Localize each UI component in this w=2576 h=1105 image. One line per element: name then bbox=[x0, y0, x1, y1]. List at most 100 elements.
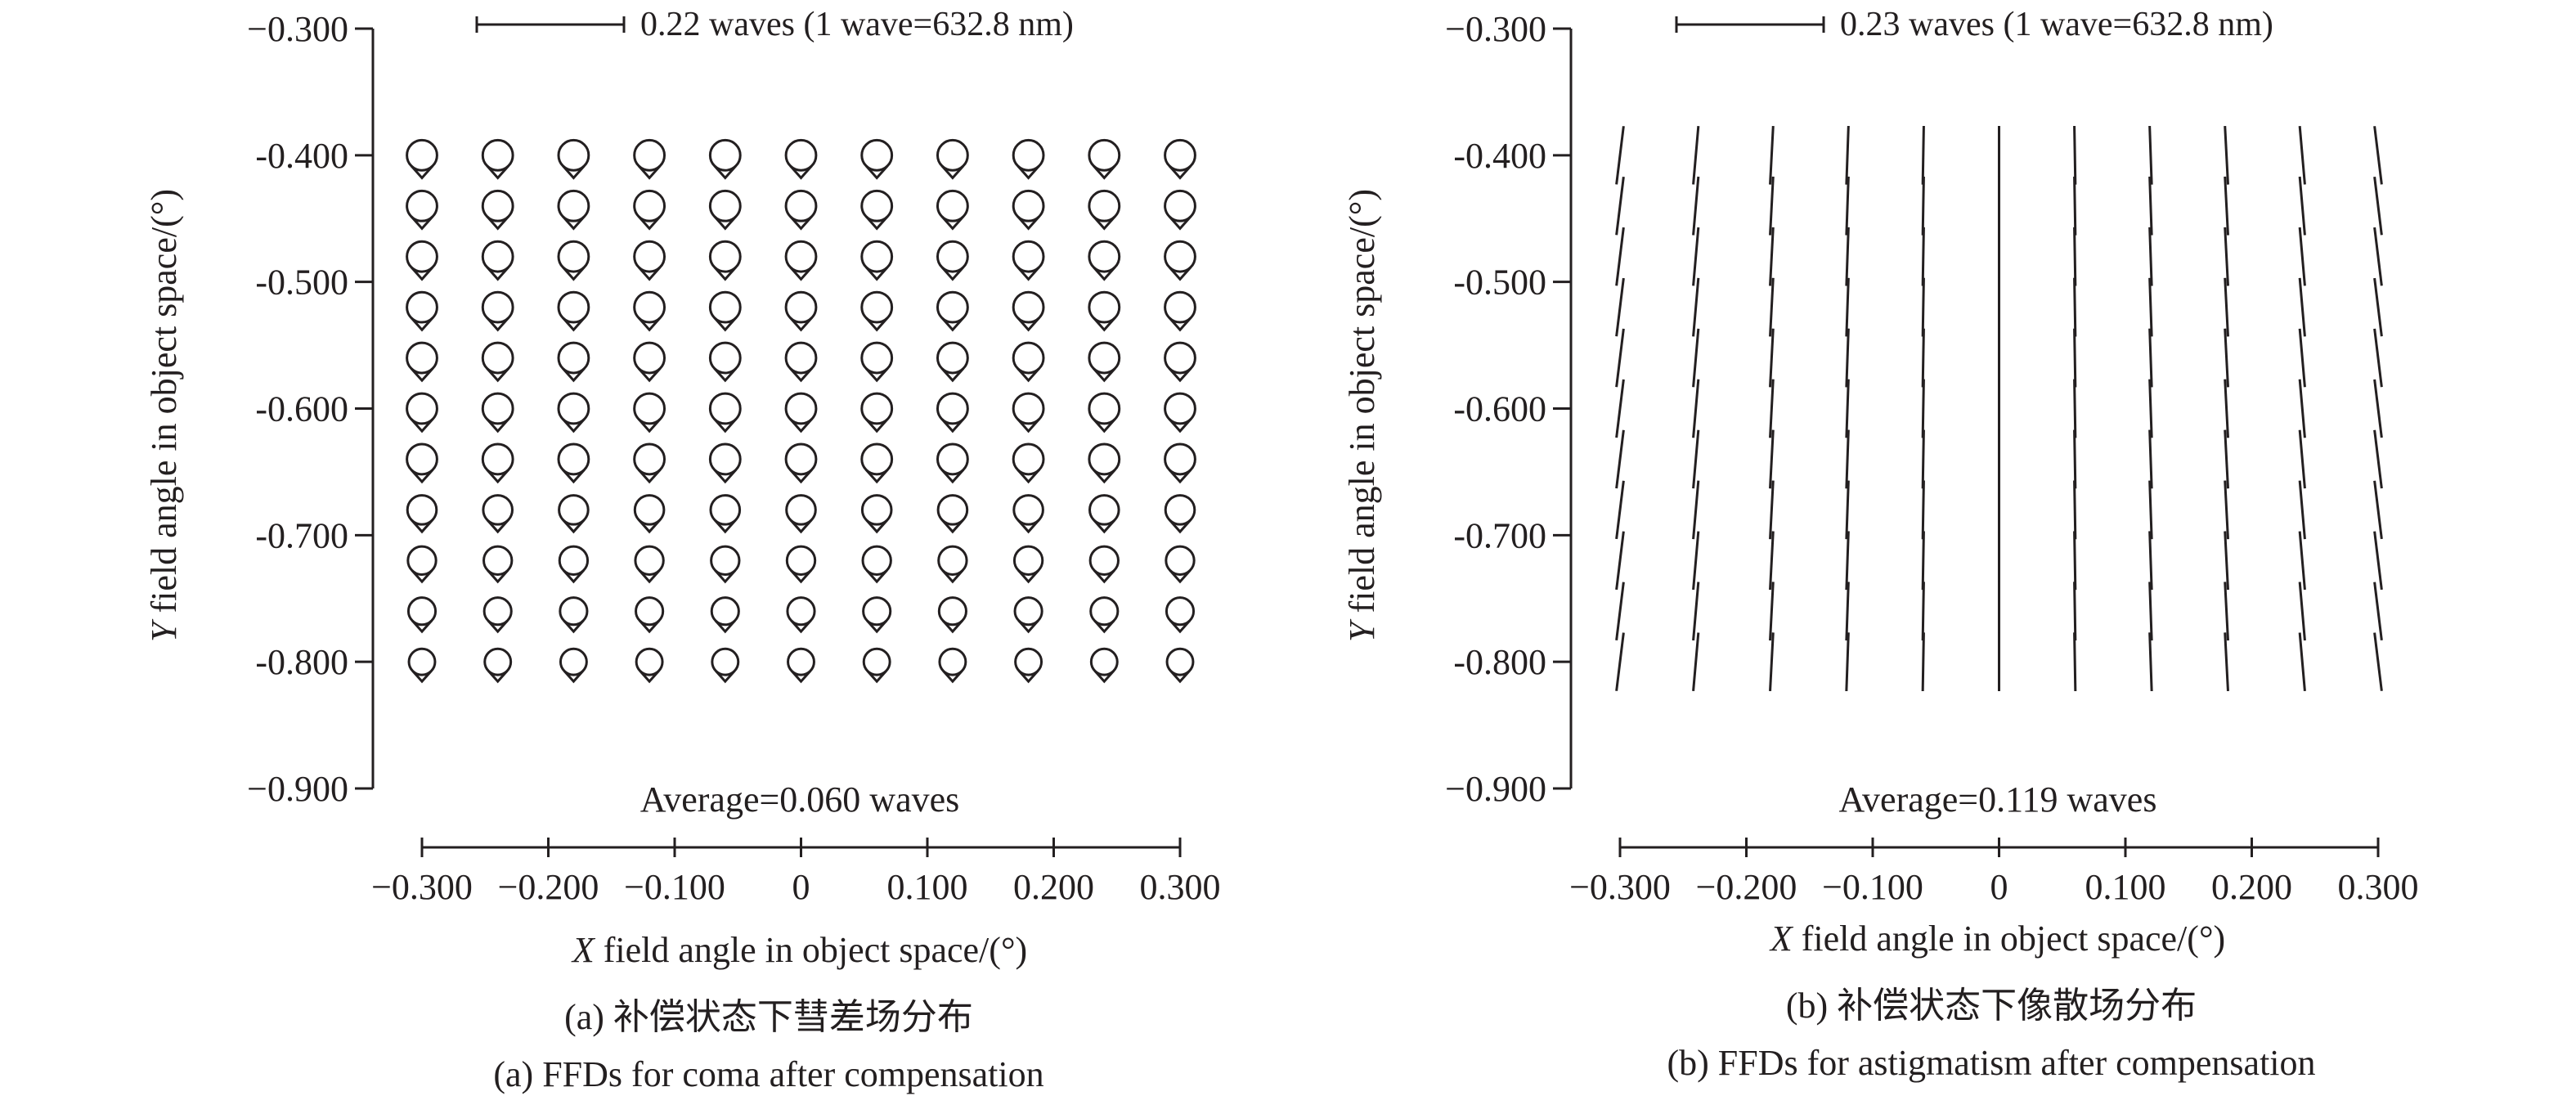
coma-marker bbox=[936, 189, 969, 231]
coma-marker-tail bbox=[1169, 670, 1191, 684]
astigmatism-marker bbox=[2373, 379, 2383, 438]
coma-marker-tail bbox=[486, 317, 509, 332]
coma-marker-circle bbox=[1088, 138, 1121, 172]
coma-marker-tail bbox=[637, 317, 662, 332]
coma-marker-tail bbox=[789, 367, 813, 383]
astigmatism-marker bbox=[2148, 227, 2153, 286]
coma-marker-tail bbox=[410, 215, 434, 231]
y-tick-label: -0.400 bbox=[1453, 136, 1546, 176]
coma-marker bbox=[557, 442, 590, 484]
coma-marker-circle bbox=[406, 138, 438, 172]
coma-marker-circle bbox=[635, 596, 665, 627]
astigmatism-marker bbox=[2073, 277, 2077, 337]
coma-marker bbox=[784, 189, 818, 231]
coma-marker-tail bbox=[1168, 418, 1192, 433]
coma-marker-tail bbox=[486, 469, 509, 484]
coma-marker bbox=[860, 290, 894, 332]
astigmatism-marker bbox=[2073, 328, 2077, 388]
astigmatism-marker bbox=[1692, 277, 1700, 337]
coma-marker bbox=[784, 341, 818, 383]
coma-marker-circle bbox=[633, 138, 666, 172]
astigmatism-marker bbox=[2298, 582, 2306, 641]
coma-marker-tail bbox=[940, 164, 965, 180]
coma-marker-tail bbox=[486, 367, 509, 383]
coma-marker bbox=[481, 392, 514, 433]
coma-marker-circle bbox=[559, 647, 588, 676]
coma-marker-tail bbox=[637, 418, 662, 433]
coma-marker-circle bbox=[787, 647, 815, 676]
coma-marker bbox=[708, 392, 742, 433]
coma-marker-circle bbox=[936, 392, 969, 425]
coma-marker-tail bbox=[411, 519, 433, 534]
astigmatism-marker bbox=[1615, 379, 1625, 438]
astigmatism-marker bbox=[2298, 125, 2306, 185]
y-tick-label: -0.800 bbox=[255, 642, 348, 682]
coma-marker-circle bbox=[784, 341, 818, 375]
coma-marker bbox=[633, 138, 666, 180]
coma-marker bbox=[860, 138, 894, 180]
coma-marker-tail bbox=[714, 519, 737, 534]
coma-marker-circle bbox=[936, 341, 969, 375]
x-axis-label: X field angle in object space/(°) bbox=[1769, 919, 2225, 959]
coma-marker-tail bbox=[1093, 469, 1116, 484]
coma-marker-tail bbox=[1169, 519, 1192, 534]
x-axis-label-text: field angle in object space/(°) bbox=[595, 930, 1027, 970]
astigmatism-marker bbox=[1769, 429, 1775, 489]
coma-marker-circle bbox=[1164, 240, 1196, 273]
coma-marker-circle bbox=[708, 392, 742, 425]
coma-marker bbox=[784, 290, 818, 332]
coma-marker bbox=[1088, 189, 1121, 231]
coma-marker-tail bbox=[639, 670, 660, 684]
coma-marker bbox=[633, 442, 666, 484]
coma-marker bbox=[407, 647, 437, 684]
coma-marker-tail bbox=[637, 215, 662, 231]
coma-marker bbox=[1164, 240, 1196, 281]
astigmatism-marker bbox=[1692, 125, 1700, 185]
coma-marker-circle bbox=[633, 189, 666, 222]
astigmatism-marker bbox=[1615, 531, 1625, 591]
coma-marker-circle bbox=[860, 290, 894, 324]
coma-marker-tail bbox=[1093, 317, 1116, 332]
coma-marker-circle bbox=[1164, 442, 1196, 476]
coma-marker-circle bbox=[406, 189, 438, 222]
coma-marker bbox=[936, 392, 969, 433]
coma-marker bbox=[936, 442, 969, 484]
coma-marker-circle bbox=[557, 189, 590, 222]
astigmatism-marker bbox=[2073, 582, 2077, 641]
x-tick-label: 0.200 bbox=[1013, 867, 1094, 907]
coma-marker-tail bbox=[637, 469, 662, 484]
coma-marker-tail bbox=[789, 418, 813, 433]
coma-marker bbox=[787, 647, 815, 684]
coma-marker-tail bbox=[562, 367, 586, 383]
coma-marker-tail bbox=[790, 569, 812, 584]
coma-marker-tail bbox=[1093, 367, 1116, 383]
coma-marker bbox=[1164, 290, 1196, 332]
x-axis-ticks: −0.300 −0.200 −0.100 0 0.100 0.200 0.300 bbox=[1569, 838, 2419, 907]
coma-marker-tail bbox=[410, 418, 434, 433]
coma-marker-tail bbox=[486, 215, 509, 231]
astigmatism-marker bbox=[1845, 277, 1850, 337]
y-axis-label-variable: Y bbox=[144, 618, 184, 642]
coma-marker-circle bbox=[1012, 189, 1045, 222]
coma-marker-tail bbox=[562, 266, 586, 281]
astigmatism-marker bbox=[2148, 379, 2153, 438]
coma-marker-tail bbox=[562, 418, 586, 433]
coma-marker-circle bbox=[557, 392, 590, 425]
astigmatism-marker bbox=[1615, 277, 1625, 337]
coma-marker-tail bbox=[713, 367, 737, 383]
astigmatism-marker bbox=[2373, 126, 2383, 185]
y-tick-label: −0.300 bbox=[1445, 9, 1546, 49]
astigmatism-marker bbox=[2298, 227, 2306, 286]
caption-chinese: (b) 补偿状态下像散场分布 bbox=[1786, 986, 2197, 1026]
coma-marker-circle bbox=[786, 596, 816, 627]
coma-marker bbox=[1088, 240, 1121, 281]
coma-marker bbox=[711, 647, 740, 684]
astigmatism-marker bbox=[1615, 176, 1625, 236]
coma-marker-tail bbox=[789, 164, 813, 180]
y-tick-label: −0.900 bbox=[1445, 769, 1546, 809]
coma-marker bbox=[784, 442, 818, 484]
coma-marker bbox=[633, 392, 666, 433]
coma-marker bbox=[481, 138, 514, 180]
coma-marker-tail bbox=[1016, 519, 1040, 534]
